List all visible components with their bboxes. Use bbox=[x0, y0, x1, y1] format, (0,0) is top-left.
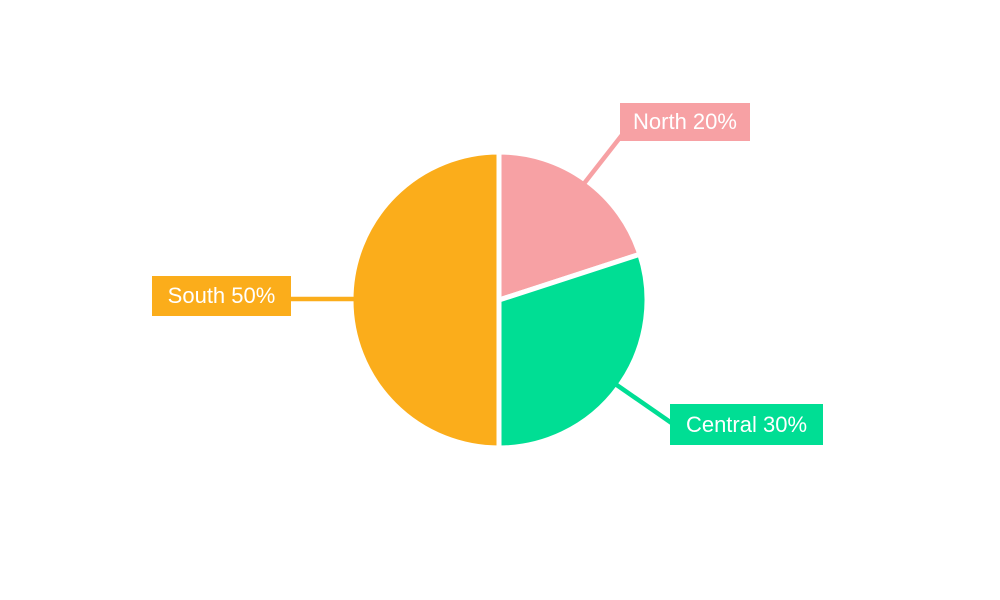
slice-label-north: North 20% bbox=[620, 103, 750, 141]
slice-label-south: South 50% bbox=[152, 276, 291, 316]
pie-slice-south bbox=[348, 149, 502, 451]
leader-line-central bbox=[609, 379, 675, 426]
leader-line-north bbox=[577, 133, 624, 192]
slice-label-central: Central 30% bbox=[670, 404, 823, 445]
